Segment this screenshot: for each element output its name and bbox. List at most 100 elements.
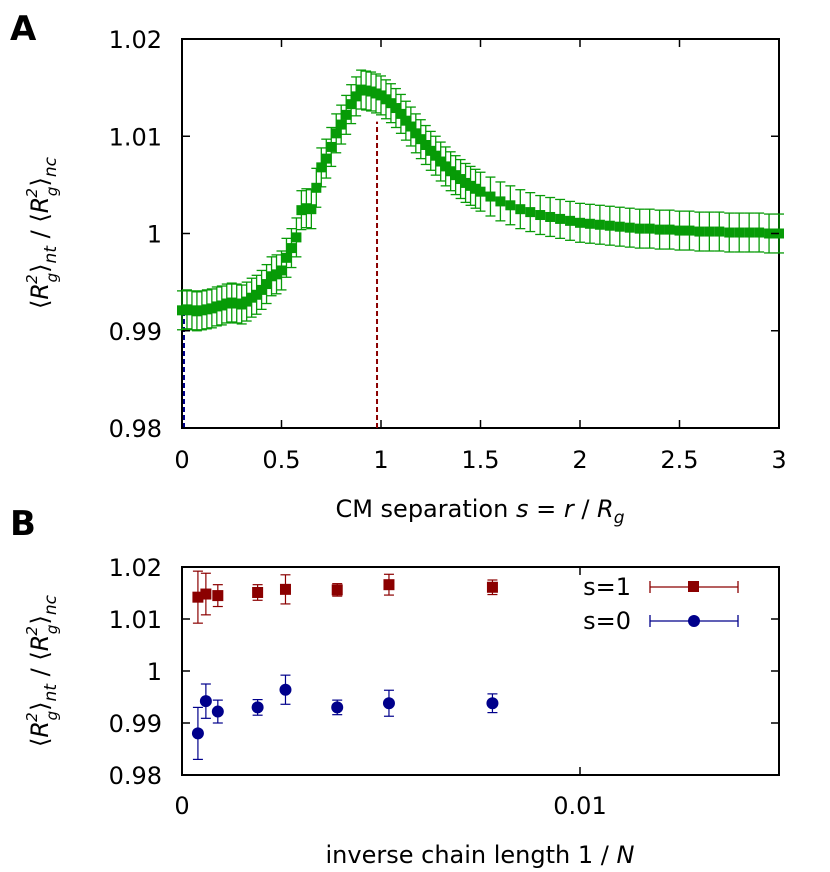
panel-b-data-point-s1: [192, 591, 204, 603]
panel-b-data-point-s0: [279, 683, 292, 696]
panel-a-data-point: [276, 265, 287, 276]
panel-a-data-point: [694, 226, 705, 237]
panel-b-data-point-s1: [331, 584, 343, 596]
panel-a-data-point: [415, 134, 426, 145]
panel-a-x-axis-label: CM separation s = r / Rg: [335, 495, 624, 528]
panel-a-data-point: [321, 153, 332, 164]
panel-a-data-point: [584, 218, 595, 229]
panel-a-data-point: [624, 222, 635, 233]
panel-b-y-tick-label: 1.02: [109, 554, 162, 582]
panel-a-data-point: [316, 162, 327, 173]
legend-marker-s1: [688, 581, 699, 592]
panel-a-data-point: [306, 204, 317, 215]
panel-a-y-tick-label: 0.99: [109, 318, 162, 346]
panel-a-data-point: [734, 227, 745, 238]
panel-a-data-point: [634, 223, 645, 234]
panel-label-a: A: [10, 9, 37, 49]
panel-a-y-axis-label: ⟨R2 g⟩nt / ⟨R2 g⟩nc: [23, 156, 61, 309]
panel-a-data-point: [331, 128, 342, 139]
svg-text:⟨R2g⟩nt / ⟨R2g⟩nc: ⟨R2 g⟩nt / ⟨R2 g⟩nc: [23, 594, 61, 747]
panel-a-data-point: [261, 279, 272, 290]
panel-a-data-point: [311, 182, 322, 193]
panel-a-x-tick-label: 0: [174, 446, 189, 474]
panel-a-x-tick-label: 2: [572, 446, 587, 474]
panel-b-data-point-s0: [199, 695, 212, 708]
panel-a-data-point: [405, 121, 416, 132]
svg-text:⟨R2g⟩nt / ⟨R2g⟩nc: ⟨R2 g⟩nt / ⟨R2 g⟩nc: [23, 156, 61, 309]
panel-b-y-ticks: 0.98 0.99 1 1.01 1.02: [109, 554, 779, 790]
panel-b-data-point-s0: [211, 705, 224, 718]
panel-a-data-point: [485, 191, 496, 202]
panel-a-data-point: [555, 213, 566, 224]
panel-a-data-point: [704, 226, 715, 237]
panel-b-error-bars: [192, 570, 498, 761]
panel-a-data-point: [764, 228, 775, 239]
panel-a-x-tick-label: 1: [373, 446, 388, 474]
panel-a-data-point: [495, 196, 506, 207]
panel-a-data-point: [281, 252, 292, 263]
panel-a-data-point: [594, 219, 605, 230]
panel-a-y-tick-label: 1.02: [109, 26, 162, 54]
panel-a-data-point: [505, 200, 516, 211]
panel-b-y-tick-label: 1.01: [109, 606, 162, 634]
panel-label-b: B: [10, 504, 36, 544]
panel-a-data-point: [341, 109, 352, 120]
panel-a-data-point: [390, 103, 401, 114]
panel-a-data-point: [286, 243, 297, 254]
panel-a-data-point: [744, 227, 755, 238]
panel-a-points: [177, 84, 784, 317]
panel-a-y-ticks: 0.98 0.99 1 1.01 1.02: [109, 26, 779, 443]
panel-a-data-point: [515, 204, 526, 215]
panel-a-data-point: [644, 223, 655, 234]
panel-b-x-label-prefix: inverse chain length: [326, 841, 578, 869]
legend-label-s1: s=1: [583, 573, 631, 601]
panel-b-data-point-s1: [279, 583, 291, 595]
panel-a-data-point: [410, 128, 421, 139]
panel-a-data-point: [684, 225, 695, 236]
panel-b-data-point-s1: [383, 579, 395, 591]
panel-a-data-point: [395, 108, 406, 119]
panel-a: 0 0.5 1 1.5 2 2.5 3 0.98 0.99 1 1.01 1.02 CM separ…: [23, 26, 787, 528]
legend-label-s0: s=0: [583, 607, 631, 635]
panel-b-data-point-s0: [251, 701, 264, 714]
panel-a-data-point: [256, 284, 267, 295]
panel-a-data-point: [654, 224, 665, 235]
panel-b-data-point-s1: [212, 590, 224, 602]
panel-b-x-tick-label: 0: [174, 792, 189, 820]
panel-b-y-tick-label: 0.99: [109, 710, 162, 738]
panel-a-data-point: [614, 221, 625, 232]
panel-b-data-point-s0: [331, 701, 344, 714]
panel-a-x-label-prefix: CM separation: [335, 495, 515, 523]
panel-a-data-point: [430, 150, 441, 161]
panel-a-data-point: [724, 227, 735, 238]
panel-a-y-tick-label: 1: [147, 221, 162, 249]
panel-b-x-axis-label: inverse chain length 1 / N: [326, 841, 635, 869]
panel-b-data-point-s0: [486, 697, 499, 710]
panel-a-data-point: [565, 215, 576, 226]
panel-a-x-tick-label: 0.5: [262, 446, 300, 474]
panel-b-frame: [181, 566, 780, 776]
panel-a-data-point: [754, 227, 765, 238]
panel-a-error-bars: [177, 69, 784, 332]
panel-a-x-tick-label: 1.5: [461, 446, 499, 474]
panel-a-data-point: [714, 226, 725, 237]
panel-a-data-point: [674, 225, 685, 236]
panel-b-y-axis-label: ⟨R2 g⟩nt / ⟨R2 g⟩nc: [23, 594, 61, 747]
panel-b-legend: s=1 s=0: [583, 573, 739, 635]
panel-a-data-point: [575, 217, 585, 228]
panel-a-x-tick-label: 3: [771, 446, 786, 474]
panel-b-x-ticks: 0 0.01: [174, 567, 607, 820]
panel-b-x-tick-label: 0.01: [553, 792, 606, 820]
panel-a-data-point: [525, 207, 536, 218]
panel-a-data-point: [535, 210, 546, 221]
panel-a-data-point: [604, 220, 615, 231]
panel-a-data-point: [400, 115, 411, 126]
panel-a-data-point: [545, 211, 556, 222]
panel-a-data-point: [346, 99, 357, 110]
panel-b-points: [191, 579, 499, 740]
panel-a-data-point: [475, 186, 486, 197]
panel-b-y-tick-label: 1: [147, 658, 162, 686]
panel-b-data-point-s0: [191, 727, 204, 740]
